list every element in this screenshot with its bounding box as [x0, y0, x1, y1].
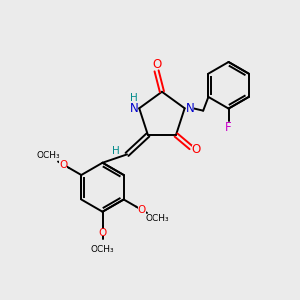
Bar [130, 104, 138, 113]
Bar [130, 94, 137, 102]
Bar [192, 145, 200, 153]
Text: N: N [130, 102, 138, 115]
Bar [150, 215, 164, 223]
Text: O: O [152, 58, 161, 71]
Bar [186, 104, 194, 112]
Bar [153, 61, 160, 69]
Text: OCH₃: OCH₃ [36, 152, 60, 160]
Bar [59, 161, 67, 168]
Text: F: F [225, 121, 232, 134]
Bar [99, 229, 106, 236]
Bar [41, 152, 56, 160]
Text: H: H [112, 146, 119, 156]
Text: O: O [98, 228, 106, 238]
Text: N: N [186, 102, 194, 115]
Bar [112, 147, 119, 155]
Text: O: O [59, 160, 67, 170]
Text: H: H [130, 93, 138, 103]
Text: OCH₃: OCH₃ [91, 245, 114, 254]
Text: OCH₃: OCH₃ [145, 214, 169, 223]
Text: O: O [138, 205, 146, 215]
Text: O: O [191, 142, 201, 155]
Bar [95, 246, 110, 254]
Bar [138, 206, 146, 214]
Bar [224, 124, 233, 132]
